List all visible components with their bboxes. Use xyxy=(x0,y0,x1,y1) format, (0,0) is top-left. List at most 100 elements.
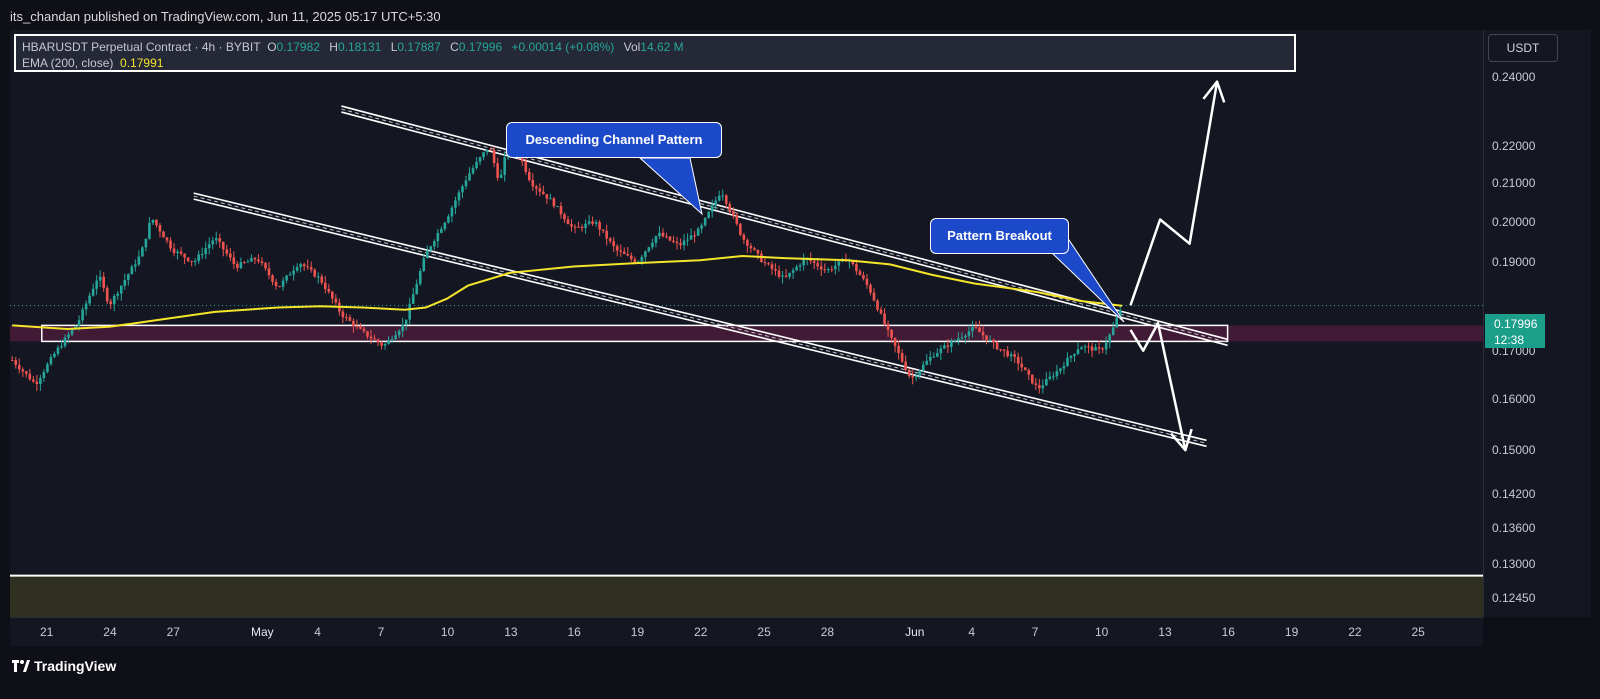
candle-body xyxy=(939,348,943,354)
candle-body xyxy=(425,250,429,259)
legend-close-value: 0.17996 xyxy=(458,40,503,54)
candle-body xyxy=(830,269,834,271)
time-tick-label: 22 xyxy=(1348,625,1362,639)
candle-body xyxy=(1016,356,1020,364)
candle-body xyxy=(1087,346,1090,348)
candle-body xyxy=(70,329,74,335)
candle-body xyxy=(999,349,1002,351)
candle-body xyxy=(851,260,855,264)
candle-body xyxy=(981,332,985,336)
candle-body xyxy=(693,235,696,237)
candle-body xyxy=(468,173,471,181)
candle-body xyxy=(629,255,633,260)
candle-body xyxy=(819,266,823,270)
candle-body xyxy=(130,266,134,275)
candle-body xyxy=(1101,348,1104,350)
candle-body xyxy=(327,288,331,292)
candle-body xyxy=(193,260,197,262)
candle-body xyxy=(211,240,215,245)
legend-ohlc-row: HBARUSDT Perpetual Contract · 4h · BYBIT… xyxy=(22,39,1288,55)
candle-body xyxy=(98,276,102,281)
candle-body xyxy=(879,309,883,314)
candle-body xyxy=(229,253,232,258)
candle-body xyxy=(904,361,907,370)
lower-level-zone xyxy=(10,575,1483,617)
candle-body xyxy=(985,335,988,341)
candle-body xyxy=(1009,354,1013,357)
candle-body xyxy=(250,258,253,262)
candle-body xyxy=(911,375,914,378)
candle-body xyxy=(816,262,820,267)
candle-body xyxy=(1045,379,1048,386)
candle-body xyxy=(556,206,559,208)
candle-body xyxy=(777,270,781,277)
candle-body xyxy=(1083,346,1087,348)
currency-button[interactable]: USDT xyxy=(1488,34,1558,62)
candle-body xyxy=(710,205,714,212)
candle-body xyxy=(144,238,148,248)
candle-body xyxy=(376,339,380,343)
candle-body xyxy=(21,369,25,372)
candle-body xyxy=(471,168,475,174)
candle-body xyxy=(767,263,770,265)
candle-body xyxy=(921,364,925,371)
candle-body xyxy=(696,228,700,236)
candle-body xyxy=(679,243,682,246)
candle-body xyxy=(763,262,767,264)
candle-body xyxy=(422,258,426,271)
candle-body xyxy=(700,225,703,229)
candle-body xyxy=(141,247,144,257)
candle-body xyxy=(605,230,608,239)
candle-body xyxy=(299,264,302,267)
candle-body xyxy=(81,309,84,321)
candle-body xyxy=(457,192,461,201)
legend-change-value: +0.00014 (+0.08%) xyxy=(511,40,615,54)
chart-area[interactable] xyxy=(10,30,1483,617)
time-scale[interactable] xyxy=(10,617,1483,646)
time-tick-label: 7 xyxy=(1031,625,1039,639)
candle-body xyxy=(243,262,246,264)
candle-body xyxy=(28,373,32,380)
candle-body xyxy=(872,292,876,301)
bar-countdown: 12:38 xyxy=(1494,333,1525,347)
candle-body xyxy=(348,317,352,321)
time-tick-label: 16 xyxy=(567,625,581,639)
candle-body xyxy=(302,264,306,267)
candle-body xyxy=(105,287,109,302)
symbol-legend[interactable]: HBARUSDT Perpetual Contract · 4h · BYBIT… xyxy=(14,34,1296,72)
candle-body xyxy=(957,338,960,341)
candle-body xyxy=(995,342,999,350)
candle-body xyxy=(197,254,200,261)
candle-body xyxy=(200,254,204,256)
candle-body xyxy=(186,257,190,261)
candle-body xyxy=(246,261,250,263)
candle-body xyxy=(158,225,162,232)
candle-body xyxy=(295,266,299,271)
candle-body xyxy=(394,335,397,340)
candle-body xyxy=(967,331,971,336)
support-zone-outline xyxy=(41,324,1229,343)
candle-body xyxy=(183,253,186,258)
candle-body xyxy=(739,223,742,235)
candle-body xyxy=(440,228,443,233)
candle-body xyxy=(10,360,14,362)
tradingview-logo[interactable]: TradingView xyxy=(12,658,116,674)
candle-body xyxy=(665,236,668,238)
candle-body xyxy=(686,239,689,241)
price-tick-label: 0.24000 xyxy=(1492,69,1536,84)
candle-body xyxy=(897,346,900,354)
bullish-arrow-head xyxy=(1202,80,1226,103)
candle-body xyxy=(552,198,556,207)
candle-body xyxy=(802,259,805,266)
candle-body xyxy=(17,364,21,370)
candle-body xyxy=(345,317,348,319)
candle-body xyxy=(1052,376,1055,378)
candle-body xyxy=(728,203,732,212)
candle-body xyxy=(876,300,879,310)
time-tick-label: 25 xyxy=(757,625,771,639)
candle-body xyxy=(172,248,176,254)
candle-body xyxy=(615,246,619,251)
candle-body xyxy=(1097,347,1101,349)
candle-body xyxy=(640,256,644,262)
